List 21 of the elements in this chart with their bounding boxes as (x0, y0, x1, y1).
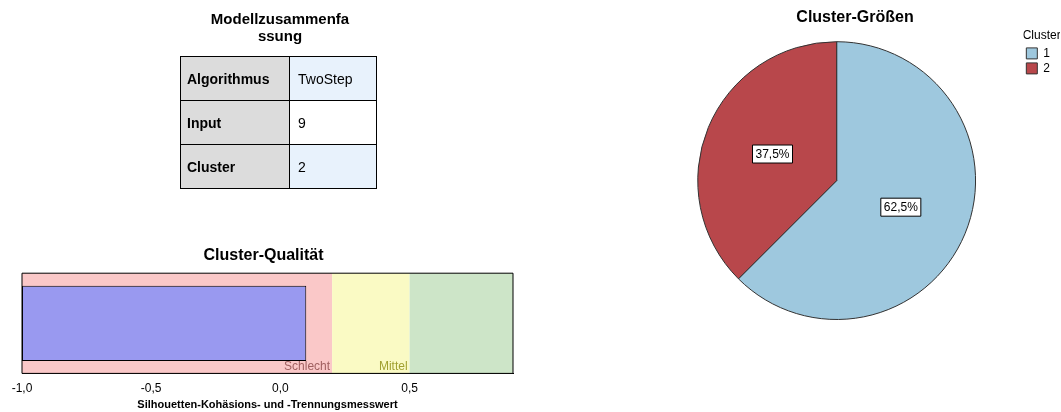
text: 2 (289, 144, 377, 189)
x-tick-label: 0,0 (272, 380, 290, 395)
band-label: Mittel (378, 358, 408, 373)
legend-label: 1 (1043, 45, 1051, 60)
band-label: Schlecht (284, 358, 331, 373)
x-axis-title: Silhouetten-Kohäsions- und -Trennungsmesswert (137, 398, 399, 411)
legend-label: 2 (1043, 60, 1051, 75)
category-label: Input (180, 100, 290, 145)
data-label: 62,5% (883, 200, 919, 215)
text: TwoStep (289, 56, 377, 101)
chart-title: Cluster-Größen (796, 8, 914, 26)
data-label: 37,5% (755, 147, 790, 162)
text: 9 (289, 100, 377, 145)
category-label: Cluster (180, 144, 290, 189)
text: Modellzusammenfassung (210, 10, 350, 44)
x-tick-label: 0,5 (401, 380, 419, 395)
x-tick-label: -1,0 (11, 380, 33, 395)
chart-title: Cluster-Qualität (203, 246, 325, 264)
category-label: Algorithmus (180, 56, 290, 101)
legend-title: Cluster (1022, 28, 1061, 43)
x-tick-label: -0,5 (140, 380, 162, 395)
